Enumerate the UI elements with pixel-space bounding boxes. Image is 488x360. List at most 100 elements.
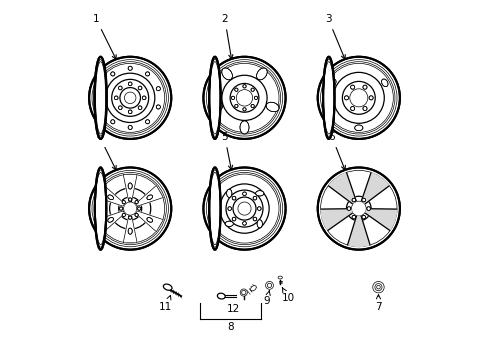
Circle shape [241,291,245,295]
Text: 2: 2 [221,14,232,59]
Circle shape [366,207,370,211]
Ellipse shape [209,167,220,249]
Circle shape [372,282,384,293]
Ellipse shape [222,68,232,80]
Circle shape [257,207,261,211]
Circle shape [122,201,125,204]
Circle shape [203,57,285,139]
Ellipse shape [107,217,113,222]
Text: 10: 10 [281,288,294,303]
Text: 12: 12 [226,303,239,314]
Ellipse shape [250,285,256,291]
Ellipse shape [278,276,282,279]
Circle shape [145,72,149,76]
Circle shape [232,217,235,221]
Circle shape [317,57,399,139]
Circle shape [128,125,132,130]
Circle shape [242,221,246,225]
Ellipse shape [94,57,106,139]
Circle shape [128,82,132,86]
Circle shape [114,96,118,100]
Circle shape [361,198,365,202]
Text: 11: 11 [159,296,172,312]
Circle shape [267,283,271,288]
Circle shape [344,96,348,100]
Ellipse shape [255,191,264,196]
Circle shape [89,167,171,249]
Text: 4: 4 [96,132,116,170]
Polygon shape [361,173,388,204]
Polygon shape [320,209,351,230]
Circle shape [351,215,355,219]
Circle shape [100,105,104,109]
Circle shape [122,213,125,217]
Ellipse shape [256,68,266,80]
Circle shape [128,198,132,201]
Text: 7: 7 [374,295,381,312]
Polygon shape [365,209,396,230]
Circle shape [227,207,231,211]
Circle shape [362,85,366,89]
Circle shape [118,106,122,109]
Polygon shape [347,216,369,246]
Text: 6: 6 [328,132,345,170]
Circle shape [232,196,235,200]
Circle shape [346,207,350,211]
Circle shape [265,282,273,289]
Circle shape [231,96,234,99]
Circle shape [317,167,399,249]
Ellipse shape [128,228,132,234]
Circle shape [242,192,246,195]
Text: 5: 5 [221,132,232,170]
Circle shape [203,167,285,249]
Circle shape [350,107,354,111]
Circle shape [100,87,104,91]
Circle shape [110,72,115,76]
Circle shape [240,289,247,296]
Text: 9: 9 [263,291,270,306]
Circle shape [350,85,354,89]
Circle shape [243,85,245,88]
Circle shape [374,284,381,291]
Circle shape [253,217,256,221]
Circle shape [361,215,365,219]
Ellipse shape [257,220,262,228]
Circle shape [156,87,160,91]
Text: 3: 3 [325,14,345,59]
Ellipse shape [240,121,248,134]
Circle shape [243,108,245,111]
Ellipse shape [209,102,223,112]
Circle shape [142,96,146,100]
Polygon shape [136,185,163,206]
Polygon shape [97,185,124,206]
Ellipse shape [146,195,152,200]
Ellipse shape [323,57,334,139]
Circle shape [138,86,142,90]
Circle shape [254,96,257,99]
Text: 8: 8 [226,322,233,332]
Polygon shape [123,174,137,201]
Circle shape [110,120,115,124]
Circle shape [135,213,138,217]
Circle shape [128,66,132,70]
Polygon shape [97,211,124,232]
Polygon shape [136,211,163,232]
Ellipse shape [265,102,279,112]
Ellipse shape [95,167,106,249]
Circle shape [138,106,142,109]
Ellipse shape [217,293,224,299]
Circle shape [362,107,366,111]
Ellipse shape [146,217,152,222]
Circle shape [250,88,254,91]
Ellipse shape [163,284,172,290]
Circle shape [351,198,355,202]
Circle shape [368,96,372,100]
Circle shape [128,110,132,114]
Ellipse shape [107,195,113,200]
Ellipse shape [209,57,220,139]
Circle shape [376,285,380,289]
Circle shape [89,57,171,139]
Ellipse shape [381,79,387,87]
Ellipse shape [224,221,233,226]
Circle shape [135,201,138,204]
